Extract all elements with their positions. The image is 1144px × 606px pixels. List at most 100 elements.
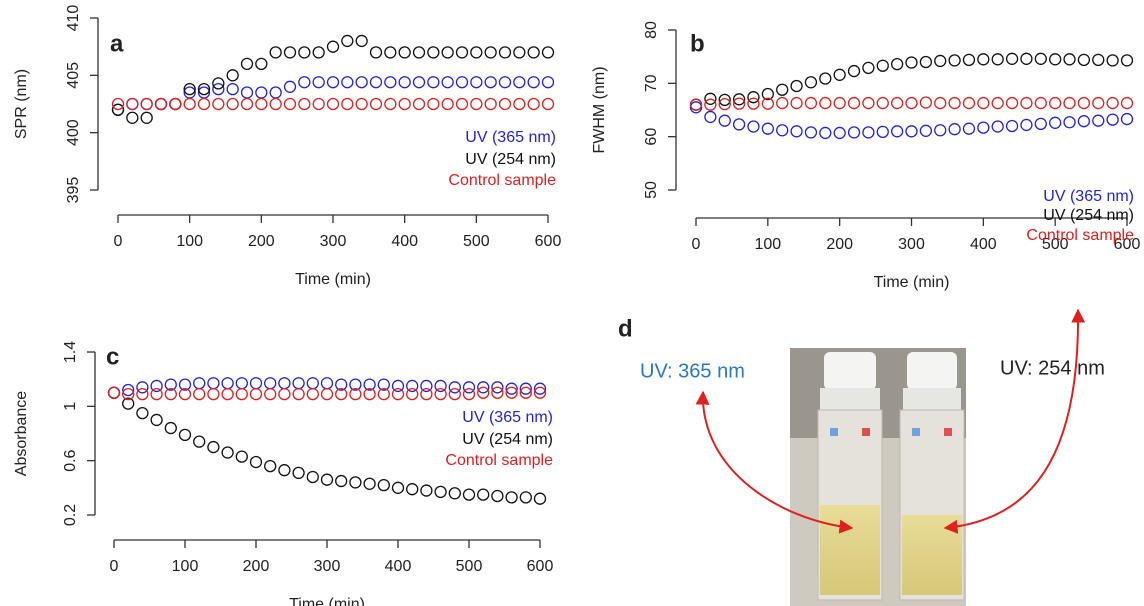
- data-point: [689, 98, 703, 111]
- data-point: [761, 97, 774, 110]
- x-tick-label: 600: [535, 233, 562, 250]
- data-point: [718, 97, 731, 111]
- data-point: [292, 466, 305, 480]
- data-point: [264, 387, 277, 401]
- data-point: [326, 76, 340, 89]
- data-point: [126, 111, 139, 124]
- data-point: [761, 122, 774, 135]
- data-point: [169, 97, 182, 111]
- data-point: [991, 96, 1004, 110]
- data-point: [527, 76, 540, 89]
- data-point: [491, 386, 504, 399]
- data-point: [876, 96, 889, 110]
- data-point: [1106, 54, 1119, 67]
- x-tick-label: 200: [826, 236, 853, 253]
- data-point: [948, 123, 961, 136]
- data-point: [533, 492, 547, 505]
- data-point: [178, 428, 192, 442]
- data-point: [890, 96, 904, 110]
- data-point: [934, 54, 947, 68]
- photo-label: UV: 365 nm: [640, 360, 745, 382]
- data-point: [790, 79, 803, 93]
- data-point: [283, 46, 297, 59]
- data-point: [448, 381, 461, 394]
- data-point: [221, 446, 234, 459]
- data-point: [541, 97, 555, 111]
- y-axis-label: FWHM (nm): [591, 66, 608, 153]
- data-point: [491, 489, 504, 503]
- data-point: [977, 121, 990, 134]
- y-tick-label: 60: [643, 128, 660, 146]
- data-point: [197, 97, 211, 111]
- data-point: [455, 97, 469, 111]
- data-point: [335, 378, 348, 391]
- data-point: [427, 97, 440, 111]
- data-point: [441, 46, 454, 59]
- data-point: [249, 455, 263, 469]
- data-point: [462, 488, 476, 501]
- data-point: [991, 53, 1004, 66]
- data-point: [391, 387, 405, 401]
- data-point: [776, 124, 789, 137]
- data-point: [427, 46, 440, 59]
- data-point: [255, 57, 268, 71]
- data-point: [1034, 96, 1047, 110]
- data-point: [150, 413, 163, 427]
- data-point: [420, 387, 433, 401]
- data-point: [235, 387, 248, 401]
- data-point: [477, 386, 490, 399]
- x-axis-label: Time (min): [289, 596, 365, 606]
- data-point: [776, 96, 789, 110]
- data-point: [412, 97, 426, 111]
- data-point: [341, 34, 354, 48]
- data-point: [704, 110, 717, 124]
- y-tick-label: 410: [65, 5, 82, 32]
- data-point: [934, 96, 947, 110]
- data-point: [919, 55, 933, 69]
- data-point: [240, 57, 254, 71]
- y-tick-label: 405: [65, 62, 82, 89]
- data-point: [498, 97, 512, 111]
- data-point: [434, 485, 447, 499]
- data-point: [804, 76, 818, 89]
- data-point: [384, 97, 397, 111]
- data-point: [283, 80, 297, 93]
- data-point: [326, 40, 340, 53]
- data-point: [498, 76, 512, 89]
- data-point: [847, 126, 861, 139]
- data-point: [363, 477, 376, 490]
- x-tick-label: 200: [243, 558, 270, 575]
- data-point: [312, 76, 325, 89]
- legend-entry: Control sample: [445, 452, 553, 469]
- data-point: [235, 377, 248, 390]
- panel-label: d: [618, 315, 633, 342]
- data-point: [977, 53, 990, 66]
- data-point: [862, 61, 875, 75]
- data-point: [455, 76, 469, 89]
- data-point: [150, 379, 163, 393]
- data-point: [747, 91, 760, 104]
- data-point: [1120, 54, 1134, 67]
- data-point: [398, 46, 411, 59]
- data-point: [1092, 96, 1105, 110]
- data-point: [126, 97, 139, 111]
- data-point: [962, 122, 976, 135]
- data-point: [111, 103, 125, 116]
- data-point: [269, 86, 282, 99]
- data-point: [136, 381, 149, 394]
- data-point: [1049, 53, 1062, 66]
- data-point: [484, 76, 497, 89]
- data-point: [341, 76, 354, 89]
- data-point: [278, 377, 291, 390]
- data-point: [513, 97, 526, 111]
- data-point: [221, 387, 234, 401]
- data-point: [448, 487, 461, 500]
- data-point: [1020, 96, 1033, 110]
- data-point: [264, 377, 277, 390]
- data-point: [150, 387, 163, 401]
- data-point: [470, 76, 483, 89]
- data-point: [420, 379, 433, 393]
- data-point: [349, 387, 362, 401]
- y-tick-label: 0.6: [62, 449, 79, 471]
- data-point: [207, 387, 220, 401]
